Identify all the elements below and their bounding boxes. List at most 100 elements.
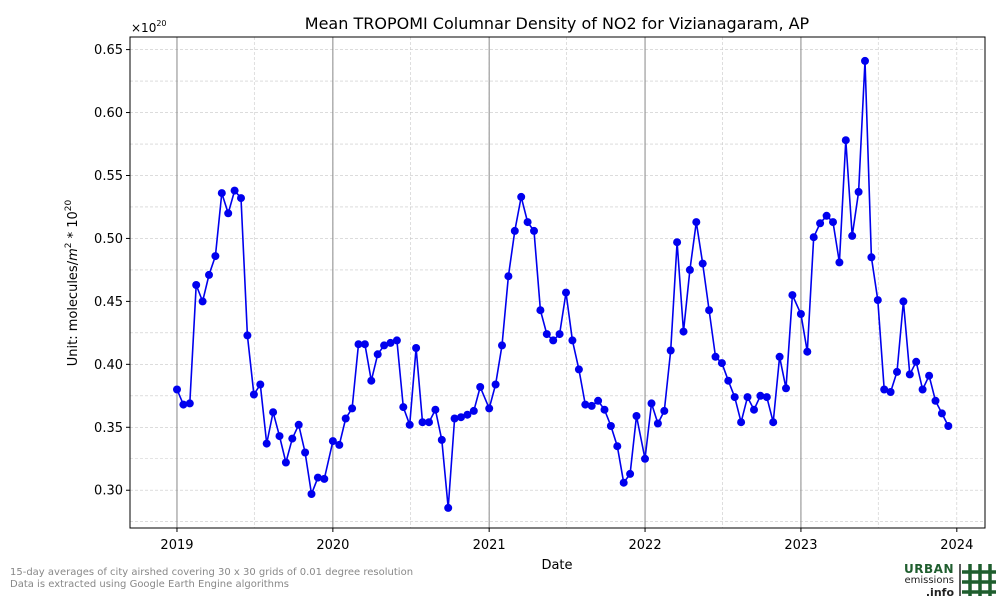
x-tick-label: 2023 (784, 538, 817, 553)
data-point (498, 341, 506, 350)
y-tick-label: 0.55 (94, 169, 123, 184)
data-point (249, 390, 258, 399)
data-point (217, 189, 226, 198)
data-point (873, 296, 882, 305)
logo-word-info: .info (925, 586, 954, 599)
data-point (944, 422, 953, 430)
data-point (594, 396, 603, 405)
data-point (269, 408, 278, 417)
data-point (476, 383, 485, 391)
data-point (425, 418, 433, 427)
data-point (313, 473, 322, 482)
data-point (450, 414, 459, 423)
data-point (711, 352, 720, 361)
data-point (899, 297, 908, 306)
data-point (782, 384, 790, 393)
data-point (886, 388, 895, 396)
data-point (931, 396, 940, 405)
data-point (737, 418, 746, 427)
data-point (600, 405, 609, 414)
data-point (224, 209, 233, 218)
data-point (307, 490, 316, 498)
data-point (348, 404, 357, 413)
data-point (301, 448, 310, 457)
y-tick-label: 0.45 (94, 295, 123, 310)
data-point (275, 432, 284, 441)
data-point (809, 233, 818, 242)
data-point (412, 344, 421, 352)
data-point (399, 403, 408, 412)
data-point (679, 327, 688, 336)
data-point (262, 439, 271, 448)
data-point (294, 420, 303, 429)
data-point (562, 288, 570, 297)
series-points (173, 56, 953, 512)
data-point (341, 414, 350, 423)
data-point (555, 330, 564, 339)
x-tick-label: 2024 (940, 538, 973, 553)
data-point (660, 406, 669, 415)
data-point (925, 371, 934, 380)
data-point (335, 440, 344, 449)
data-point (256, 380, 265, 389)
data-point (705, 306, 714, 315)
data-point (822, 211, 831, 220)
data-point (867, 253, 876, 262)
data-point (354, 340, 363, 349)
x-tick-label: 2019 (160, 538, 193, 553)
data-point (536, 306, 545, 315)
data-point (373, 350, 382, 359)
chart-title: Mean TROPOMI Columnar Density of NO2 for… (305, 14, 810, 33)
data-point (912, 357, 921, 366)
data-point (504, 272, 513, 281)
data-point (756, 391, 765, 400)
data-point (243, 331, 252, 340)
y-tick-label: 0.50 (94, 232, 123, 247)
data-point (392, 336, 401, 345)
data-point (574, 365, 583, 374)
data-point (893, 367, 901, 376)
data-point (517, 192, 526, 201)
data-point (523, 218, 532, 227)
data-point (619, 478, 628, 487)
data-point (613, 442, 622, 451)
data-point (360, 340, 369, 349)
data-point (905, 370, 914, 379)
logo-word-urban: URBAN (904, 562, 954, 576)
logo-word-emissions: emissions (904, 575, 954, 586)
data-point (237, 194, 245, 203)
data-point (542, 330, 551, 339)
data-point (698, 259, 707, 268)
grid-lines (130, 37, 985, 528)
year-divider-lines (176, 37, 802, 528)
x-tick-label: 2022 (629, 538, 662, 553)
data-point (880, 385, 889, 394)
data-point (587, 401, 596, 410)
data-point (692, 218, 701, 227)
data-point (937, 409, 946, 418)
data-point (457, 413, 465, 422)
data-point (386, 338, 395, 347)
y-tick-label: 0.65 (94, 43, 123, 58)
data-point (530, 226, 538, 235)
data-point (730, 393, 739, 402)
data-point (775, 352, 784, 361)
urban-emissions-logo: URBAN emissions .info (898, 560, 1000, 600)
data-point (769, 418, 778, 427)
data-point (835, 258, 844, 267)
data-point (510, 226, 519, 235)
footnote-line-1: 15-day averages of city airshed covering… (10, 567, 414, 578)
data-point (418, 418, 427, 427)
data-point (861, 56, 869, 65)
data-point (491, 380, 500, 389)
grid-hash-icon (959, 564, 996, 596)
data-point (854, 187, 863, 196)
x-axis-label: Date (541, 558, 572, 573)
data-point (641, 454, 649, 463)
footnote-line-2: Data is extracted using Google Earth Eng… (10, 579, 289, 590)
data-point (632, 412, 641, 420)
data-point (437, 435, 446, 444)
data-point (666, 346, 675, 355)
y-axis-ticks: 0.30 0.35 0.40 0.45 0.50 0.55 0.60 0.65 (94, 43, 130, 499)
